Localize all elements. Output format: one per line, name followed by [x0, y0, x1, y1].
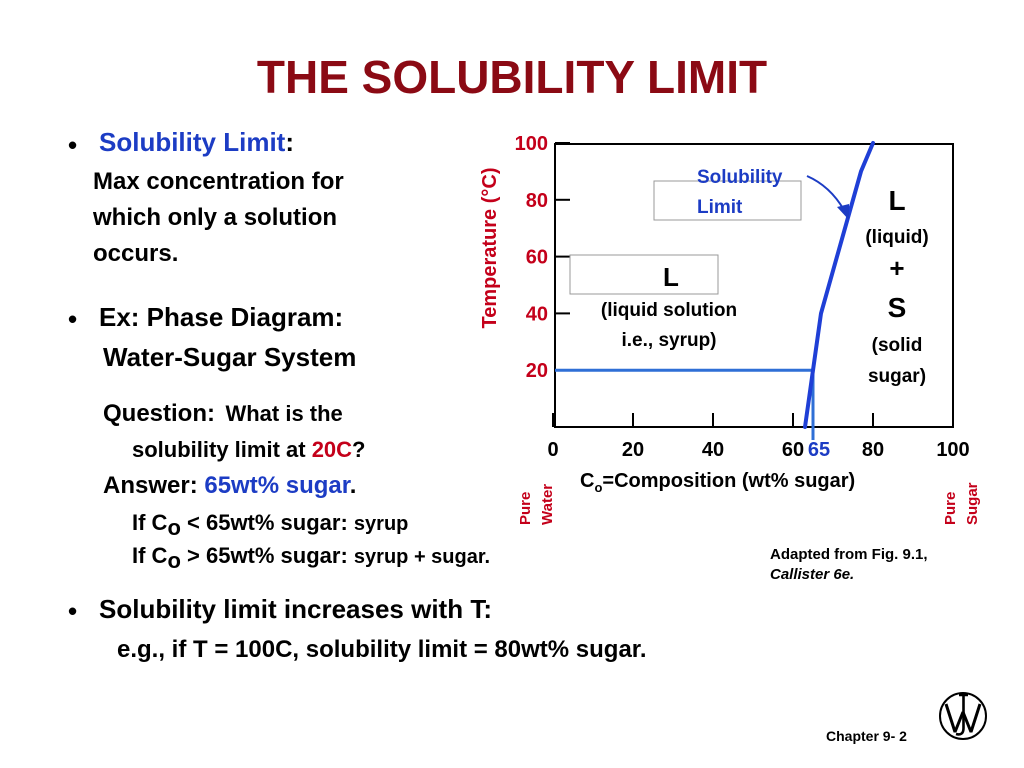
- x-axis-label: Co=Composition (wt% sugar): [580, 470, 855, 495]
- bullet-3-line-1: Solubility limit increases with T:: [99, 594, 492, 624]
- question-temperature: 20C: [311, 437, 353, 462]
- bullet-3-line-2: e.g., if T = 100C, solubility limit = 80…: [117, 636, 647, 663]
- bullet-2-line-1: Ex: Phase Diagram:: [99, 302, 344, 332]
- solubility-limit-box: [653, 180, 802, 221]
- solubility-annotation-line-2: Limit: [697, 197, 743, 218]
- region-ls-plus: +: [889, 253, 904, 283]
- region-ls-sugar: sugar): [868, 366, 926, 387]
- region-ls-l: L: [888, 185, 905, 216]
- region-ls-liquid: (liquid): [865, 227, 928, 248]
- question-text-1: What is the: [225, 401, 343, 426]
- y-axis-label: Temperature (°C): [479, 168, 501, 329]
- region-l-symbol: L: [663, 262, 679, 292]
- question-text-2: solubility limit at: [132, 437, 312, 462]
- answer-label: Answer:: [103, 472, 205, 499]
- bullet-2-line-2: Water-Sugar System: [103, 342, 357, 372]
- question-mark: ?: [352, 437, 366, 462]
- bullet-3-marker: •: [68, 596, 78, 626]
- y-axis-ticks: 100 80 60 40 20: [515, 133, 570, 382]
- x-tick-label: 20: [622, 439, 644, 461]
- region-ls-solid: (solid: [872, 335, 923, 356]
- y-tick-label: 60: [526, 247, 548, 269]
- answer-period: .: [349, 472, 357, 499]
- region-ls-s: S: [888, 292, 907, 323]
- x-tick-label: 80: [862, 439, 884, 461]
- question-line-2: solubility limit at 20C?: [132, 437, 366, 463]
- question-line-1: Question: What is the: [103, 400, 343, 428]
- condition-1: If Co < 65wt% sugar: syrup: [132, 510, 409, 540]
- pure-water-label-1: Pure: [517, 492, 534, 525]
- solubility-annotation-line-1: Solubility: [697, 167, 783, 188]
- bullet-1-line-2: which only a solution: [93, 204, 338, 231]
- x-tick-label: 60: [782, 439, 804, 461]
- pure-sugar-label-1: Pure: [942, 492, 959, 525]
- x-tick-label: 0: [547, 439, 558, 461]
- x-axis-ticks: 0 20 40 60 80 100 65: [547, 413, 970, 461]
- region-l-line-2: i.e., syrup): [621, 330, 716, 351]
- y-tick-label: 40: [526, 303, 548, 325]
- chapter-number: Chapter 9- 2: [826, 728, 907, 744]
- y-tick-label: 20: [526, 360, 548, 382]
- x-highlight-label: 65: [808, 439, 830, 461]
- bullet-1-heading: Solubility Limit:: [99, 127, 294, 158]
- answer-line: Answer: 65wt% sugar.: [103, 472, 356, 500]
- figure-caption-line-1: Adapted from Fig. 9.1,: [770, 546, 928, 563]
- solubility-limit-term: Solubility Limit: [99, 127, 286, 157]
- region-l-line-1: (liquid solution: [601, 300, 737, 321]
- bullet-1-line-3: occurs.: [93, 240, 179, 267]
- figure-caption-line-2: Callister 6e.: [770, 566, 855, 583]
- bullet-1-line-1: Max concentration for: [93, 168, 344, 195]
- condition-2: If Co > 65wt% sugar: syrup + sugar.: [132, 543, 491, 573]
- pure-sugar-label-2: Sugar: [964, 482, 981, 525]
- region-l-box: [569, 254, 719, 295]
- bullet-1-colon: :: [285, 127, 295, 157]
- phase-diagram: 100 80 60 40 20 0 20 40 60 80 100 65 Temperature (…: [479, 133, 981, 525]
- answer-value: 65wt% sugar: [204, 472, 350, 499]
- question-label: Question:: [103, 400, 215, 427]
- x-tick-label: 40: [702, 439, 724, 461]
- solubility-curve: [803, 141, 875, 429]
- y-tick-label: 80: [526, 190, 548, 212]
- pure-water-label-2: Water: [539, 484, 556, 525]
- bullet-2-marker: •: [68, 304, 78, 334]
- y-tick-label: 100: [515, 133, 548, 155]
- bullet-1-marker: •: [68, 130, 78, 160]
- publisher-logo: [939, 692, 987, 740]
- annotation-arrow-head: [837, 204, 849, 220]
- x-tick-label: 100: [936, 439, 969, 461]
- slide-title: THE SOLUBILITY LIMIT: [256, 51, 768, 103]
